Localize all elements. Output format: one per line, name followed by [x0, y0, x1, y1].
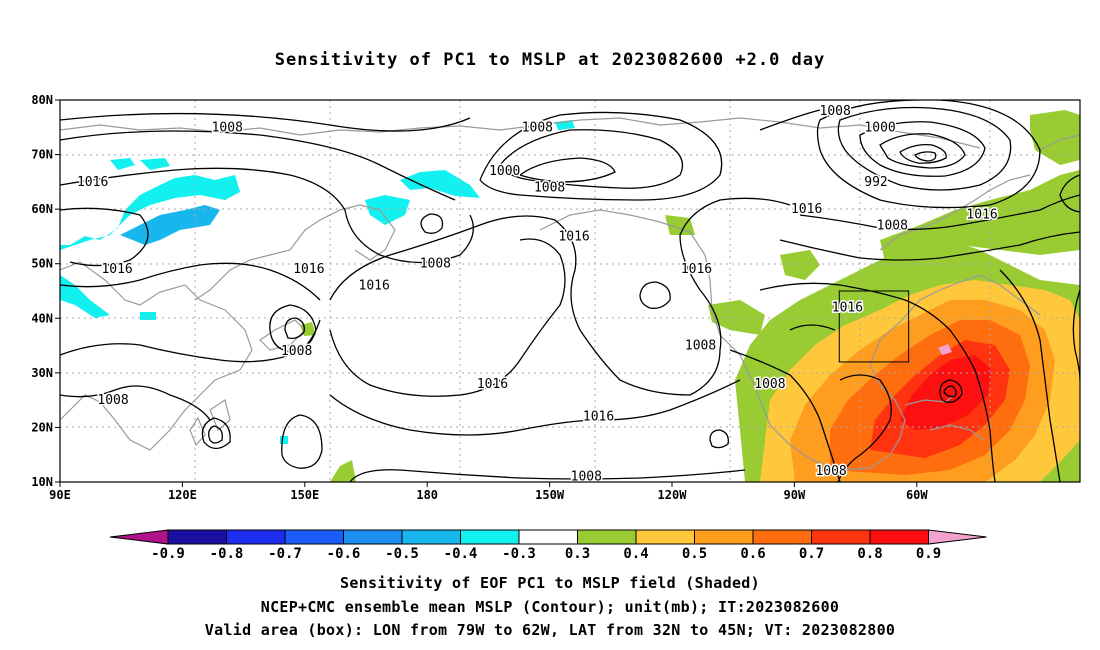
- colorbar-swatch: [577, 529, 637, 545]
- colorbar-tick-label: -0.6: [327, 546, 361, 562]
- colorbar-tick-label: 0.9: [916, 546, 941, 562]
- colorbar-low-arrow: [109, 529, 169, 545]
- sensitivity-shading: [60, 110, 1080, 482]
- contour-label: 1016: [101, 262, 132, 277]
- colorbar-tick-label: -0.3: [502, 546, 536, 562]
- contour-label: 1016: [359, 279, 390, 294]
- chart-title: Sensitivity of PC1 to MSLP at 2023082600…: [274, 50, 826, 70]
- colorbar-tick-label: 0.5: [682, 546, 707, 562]
- contour-label: 1008: [877, 219, 908, 234]
- lon-tick-label: 60W: [906, 488, 928, 502]
- colorbar-swatch: [869, 529, 929, 545]
- lon-tick-label: 90W: [784, 488, 806, 502]
- lon-tick-label: 90E: [49, 488, 71, 502]
- lat-tick-label: 20N: [31, 420, 53, 434]
- lon-tick-label: 120W: [658, 488, 688, 502]
- contour-label: 1016: [583, 410, 614, 425]
- contour-label: 1016: [791, 202, 822, 217]
- caption-shading: Sensitivity of EOF PC1 to MSLP field (Sh…: [340, 574, 760, 592]
- contour-label: 1016: [477, 377, 508, 392]
- colorbar-swatch: [167, 529, 227, 545]
- colorbar-swatch: [635, 529, 695, 545]
- contour-label: 1008: [820, 104, 851, 119]
- colorbar-swatch: [343, 529, 403, 545]
- colorbar-swatch: [460, 529, 520, 545]
- contour-label: 1000: [864, 120, 895, 135]
- colorbar-tick-label: 0.3: [565, 546, 590, 562]
- contour-label: 1016: [832, 300, 863, 315]
- map-frame: [59, 99, 1081, 483]
- lon-tick-label: 180: [416, 488, 438, 502]
- contour-label: 1008: [281, 344, 312, 359]
- contour-label: 1016: [293, 262, 324, 277]
- contour-label: 1008: [815, 464, 846, 479]
- contour-label: 1008: [420, 257, 451, 272]
- contour-label: 992: [864, 175, 887, 190]
- lat-tick-label: 10N: [31, 475, 53, 489]
- colorbar-tick-label: -0.7: [268, 546, 302, 562]
- lat-tick-label: 50N: [31, 257, 53, 271]
- lat-tick-label: 70N: [31, 148, 53, 162]
- colorbar-tick-label: -0.9: [151, 546, 185, 562]
- lat-tick-label: 30N: [31, 366, 53, 380]
- colorbar-tick-label: -0.5: [385, 546, 419, 562]
- contour-label: 1008: [97, 393, 128, 408]
- colorbar-swatch: [226, 529, 286, 545]
- contour-label: 1000: [489, 164, 520, 179]
- lat-tick-label: 60N: [31, 202, 53, 216]
- caption-contour: NCEP+CMC ensemble mean MSLP (Contour); u…: [260, 598, 840, 616]
- contour-label: 1008: [754, 377, 785, 392]
- colorbar-tick-label: -0.4: [444, 546, 478, 562]
- contour-label: 1008: [571, 470, 602, 485]
- caption-valid-area: Valid area (box): LON from 79W to 62W, L…: [204, 621, 896, 639]
- valid-area-box: [838, 290, 910, 363]
- colorbar-swatch: [401, 529, 461, 545]
- contour-label: 1008: [212, 120, 243, 135]
- lat-tick-label: 40N: [31, 311, 53, 325]
- contour-label: 1016: [681, 262, 712, 277]
- contour-label: 1008: [534, 180, 565, 195]
- contour-labels: 1008 1016 1016 1016 1008 1008 1008 1016 1008 1000…: [75, 102, 999, 485]
- contour-label: 1016: [77, 175, 108, 190]
- colorbar-tick-label: 0.4: [623, 546, 648, 562]
- contour-label: 1016: [558, 229, 589, 244]
- colorbar-swatch: [752, 529, 812, 545]
- contour-label: 1016: [966, 208, 997, 223]
- colorbar-swatch: [518, 529, 578, 545]
- colorbar-tick-label: 0.7: [799, 546, 824, 562]
- contour-label: 1008: [522, 120, 553, 135]
- colorbar-high-arrow: [928, 529, 987, 545]
- lon-tick-label: 120E: [168, 488, 197, 502]
- colorbar: -0.9 -0.8 -0.7 -0.6 -0.5 -0.4 -0.3 0.3 0.4 0.5 0.6…: [109, 529, 987, 562]
- colorbar-tick-label: 0.8: [857, 546, 882, 562]
- colorbar-swatch: [284, 529, 344, 545]
- lon-tick-label: 150W: [535, 488, 565, 502]
- colorbar-swatch: [694, 529, 754, 545]
- lat-tick-label: 80N: [31, 93, 53, 107]
- contour-label: 1008: [685, 339, 716, 354]
- colorbar-swatch: [811, 529, 871, 545]
- colorbar-tick-label: 0.6: [740, 546, 765, 562]
- lon-tick-label: 150E: [290, 488, 319, 502]
- axis-labels: 90E 120E 150E 180 150W 120W 90W 60W 80N 70N 60N 50N…: [31, 93, 928, 502]
- graticule: [60, 100, 1080, 482]
- colorbar-tick-label: -0.8: [210, 546, 244, 562]
